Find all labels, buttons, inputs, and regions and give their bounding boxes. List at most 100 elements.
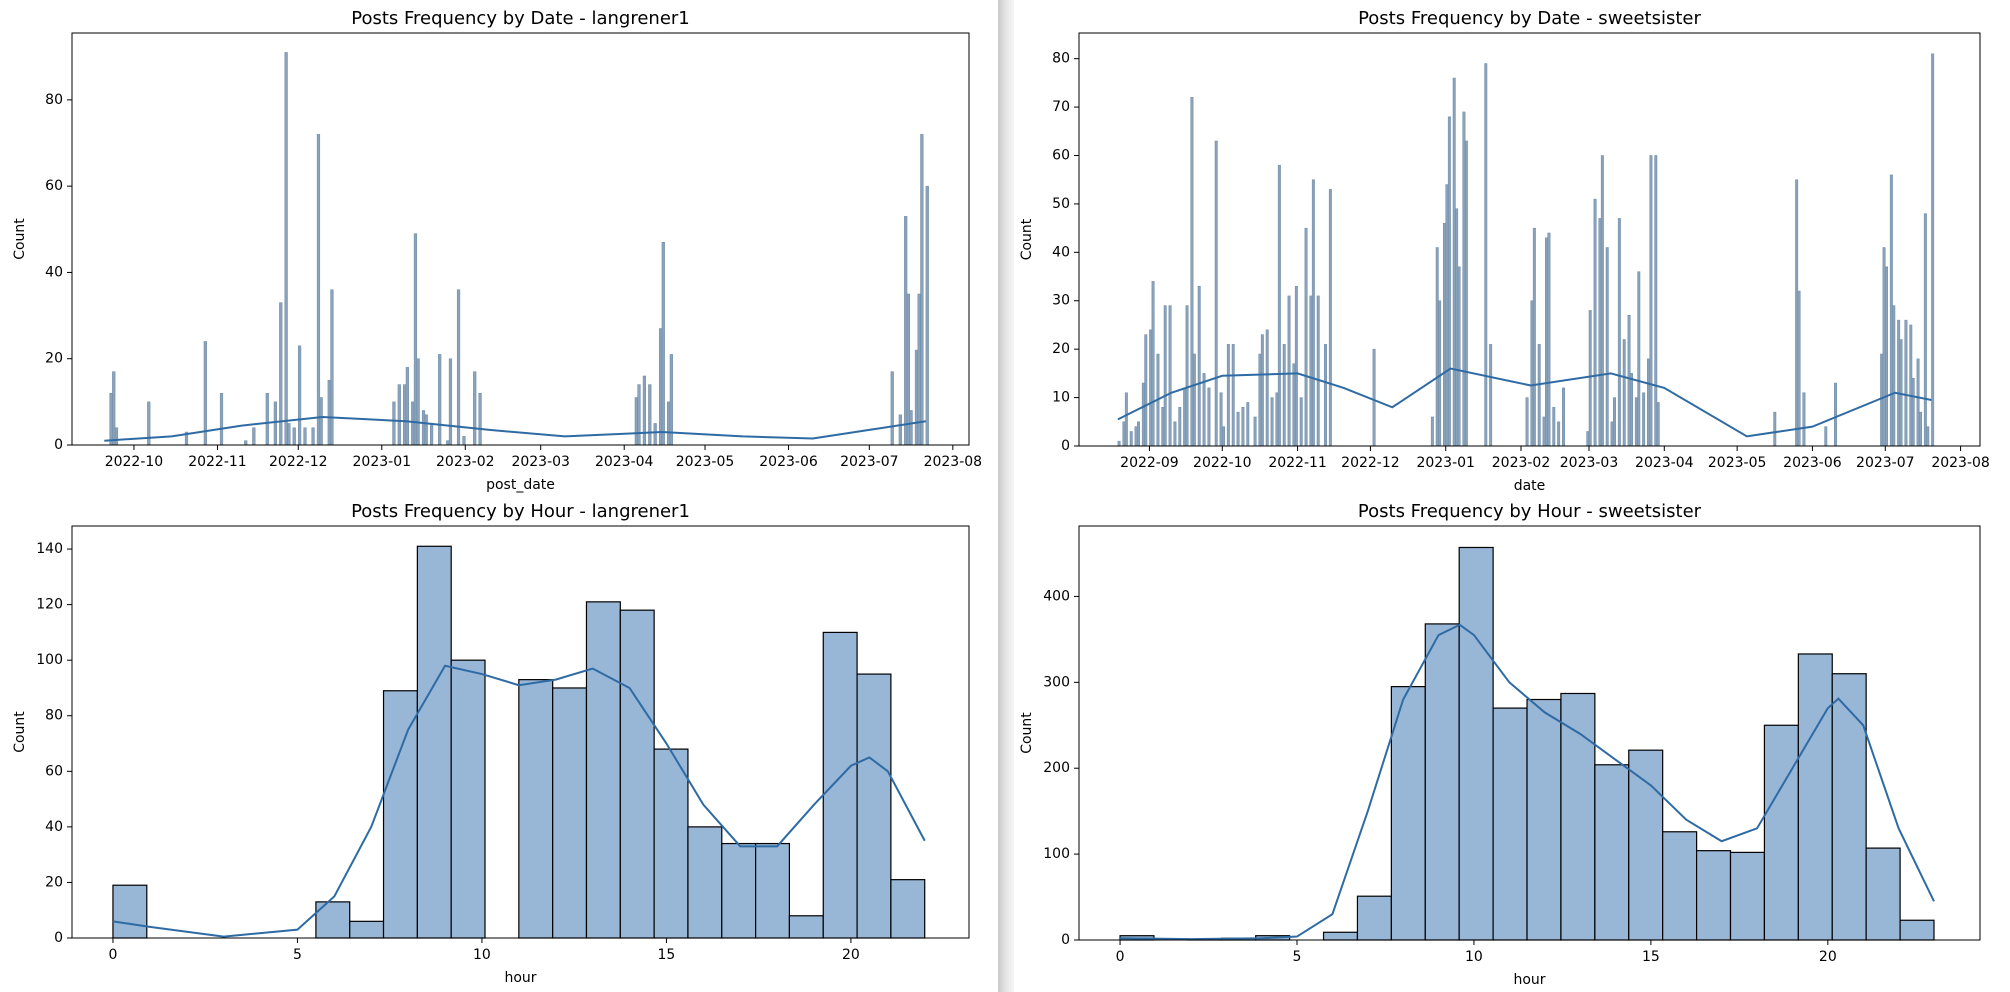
x-axis-label: hour [1513,972,1545,988]
bar [721,842,757,939]
bar [203,341,207,446]
bar [1137,421,1140,447]
x-tick-label: 5 [1293,949,1302,965]
bar [1899,919,1935,941]
y-tick-label: 30 [1052,293,1070,309]
bar [1593,198,1597,447]
bar [1197,285,1201,447]
bar [518,679,554,939]
bar [1642,392,1646,447]
bar [462,436,466,446]
bar [1190,97,1194,447]
y-tick-label: 40 [45,264,63,280]
bar [330,289,334,446]
x-tick-label: 20 [1819,949,1837,965]
x-tick-label: 0 [1116,949,1125,965]
bar [1923,213,1927,447]
bar [1452,77,1456,447]
bar [658,328,663,446]
bar [1260,334,1264,447]
bar [1202,373,1206,447]
x-tick-label: 2023-07 [840,454,899,470]
y-tick-label: 80 [45,708,63,724]
y-tick-label: 20 [45,351,63,367]
bar [1192,353,1196,447]
bar [473,371,477,446]
bar [1545,237,1548,447]
y-axis-label: Count [12,711,28,753]
bar [653,423,657,446]
bar [1117,440,1121,447]
bar [1547,232,1551,447]
y-tick-label: 60 [45,763,63,779]
bar [909,410,913,446]
x-tick-label: 10 [473,947,491,963]
bar [1773,411,1777,447]
x-tick-label: 2022-12 [1341,455,1400,471]
x-tick-label: 2023-04 [1635,455,1694,471]
bar [1537,344,1541,447]
bar [1161,407,1165,447]
bar [1231,344,1235,447]
x-tick-label: 2023-01 [1416,455,1475,471]
bar [1458,546,1494,941]
y-axis-label: Count [1019,712,1035,754]
bar [405,367,409,446]
bar [1430,416,1434,447]
chart-title: Posts Frequency by Date - sweetsister [1358,8,1701,29]
plot-frame [1078,525,1981,941]
bar [1802,392,1806,447]
y-tick-label: 300 [1043,674,1070,690]
bar [1627,315,1631,447]
bar [1880,353,1884,447]
bar [637,384,641,446]
bar [906,293,910,446]
bar [822,631,858,939]
bar [1831,673,1867,941]
bar [311,427,315,446]
bar [1729,851,1766,941]
x-tick-label: 2023-04 [595,454,654,470]
bar [413,233,418,446]
bar [1763,724,1799,941]
x-tick-label: 2023-07 [1856,455,1915,471]
bar [284,52,288,446]
y-tick-label: 100 [1043,846,1070,862]
bar [898,414,902,446]
bar [1173,421,1177,447]
bar [669,354,673,446]
y-tick-label: 120 [36,597,63,613]
y-tick-label: 50 [1052,196,1070,212]
bar [1628,749,1664,941]
bar [1226,344,1230,447]
kde-line [104,415,927,442]
bar [1797,653,1833,941]
kde-line [1117,367,1932,438]
bar [292,427,296,446]
bar [1892,305,1896,447]
bar [1304,227,1308,447]
bar [448,358,453,446]
bar [1824,426,1828,447]
bar [244,440,248,446]
bar [1178,407,1182,447]
bar [920,134,924,446]
x-tick-label: 5 [293,947,302,963]
x-tick-label: 2023-08 [1931,455,1990,471]
bar [1594,764,1630,941]
bar [1911,377,1915,447]
chart-title: Posts Frequency by Date - langrener1 [351,8,690,29]
bar [1144,334,1148,447]
bar [1526,698,1562,941]
bar [1634,397,1638,447]
bar [1654,155,1658,447]
bar [1560,692,1596,941]
bar [1356,895,1392,941]
bar [279,302,283,446]
kde-line [112,664,926,938]
plot-frame [71,32,970,446]
bar [456,289,461,446]
bar [403,384,407,446]
bar [397,384,401,446]
